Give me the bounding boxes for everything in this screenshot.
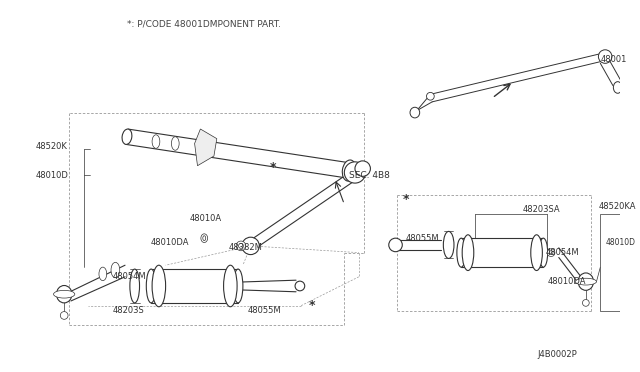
Ellipse shape [355, 161, 371, 176]
Ellipse shape [152, 135, 160, 148]
Text: 48054M: 48054M [113, 272, 146, 281]
Ellipse shape [627, 259, 640, 275]
Ellipse shape [152, 265, 166, 307]
Ellipse shape [239, 244, 243, 248]
Ellipse shape [295, 281, 305, 291]
Ellipse shape [426, 92, 435, 100]
Text: *: * [308, 299, 315, 312]
Text: 48001: 48001 [600, 55, 627, 64]
Ellipse shape [388, 238, 403, 252]
Ellipse shape [575, 278, 596, 285]
Text: 48203SA: 48203SA [523, 205, 561, 214]
Text: SEC. 4B8: SEC. 4B8 [349, 171, 390, 180]
Ellipse shape [54, 290, 75, 298]
Bar [600, 214, 640, 311]
Text: 48010A: 48010A [190, 214, 222, 223]
Text: *: * [270, 161, 276, 174]
Text: 48203S: 48203S [113, 306, 144, 315]
Text: 48055M: 48055M [405, 234, 439, 243]
Ellipse shape [630, 286, 637, 293]
Ellipse shape [410, 107, 420, 118]
Ellipse shape [60, 312, 68, 319]
Text: 48010DA: 48010DA [547, 277, 586, 286]
Ellipse shape [462, 235, 474, 270]
Text: 48520KA: 48520KA [598, 202, 636, 211]
Ellipse shape [172, 137, 179, 150]
Bar [461, 238, 543, 267]
Ellipse shape [578, 273, 593, 290]
Ellipse shape [531, 235, 542, 270]
Text: 48055M: 48055M [248, 306, 282, 315]
Ellipse shape [539, 238, 548, 267]
Ellipse shape [613, 82, 622, 93]
Ellipse shape [122, 129, 132, 144]
Ellipse shape [582, 299, 589, 306]
Ellipse shape [342, 160, 356, 181]
Ellipse shape [233, 269, 243, 303]
Ellipse shape [547, 249, 555, 257]
Ellipse shape [598, 50, 612, 63]
Ellipse shape [623, 264, 640, 270]
Text: 48382M: 48382M [228, 243, 262, 252]
Ellipse shape [444, 231, 454, 259]
Ellipse shape [56, 285, 72, 303]
Polygon shape [195, 129, 217, 166]
Ellipse shape [111, 262, 120, 278]
Text: *: * [403, 193, 409, 206]
Ellipse shape [242, 237, 259, 254]
Ellipse shape [223, 265, 237, 307]
Ellipse shape [201, 234, 207, 243]
Ellipse shape [203, 236, 205, 241]
Ellipse shape [99, 267, 107, 280]
Ellipse shape [130, 269, 140, 303]
Text: J4B0002P: J4B0002P [538, 350, 577, 359]
Ellipse shape [147, 269, 156, 303]
Ellipse shape [457, 238, 465, 267]
Text: 48010DA: 48010DA [151, 238, 189, 247]
Ellipse shape [344, 162, 365, 183]
Text: *: P/CODE 48001DMPONENT PART.: *: P/CODE 48001DMPONENT PART. [127, 19, 281, 28]
Ellipse shape [236, 241, 246, 251]
Bar [151, 269, 238, 303]
Text: 48520K: 48520K [35, 142, 67, 151]
Text: 48010D: 48010D [605, 238, 635, 247]
Ellipse shape [549, 251, 553, 254]
Text: 48010D: 48010D [35, 171, 68, 180]
Text: 48054M: 48054M [545, 248, 579, 257]
